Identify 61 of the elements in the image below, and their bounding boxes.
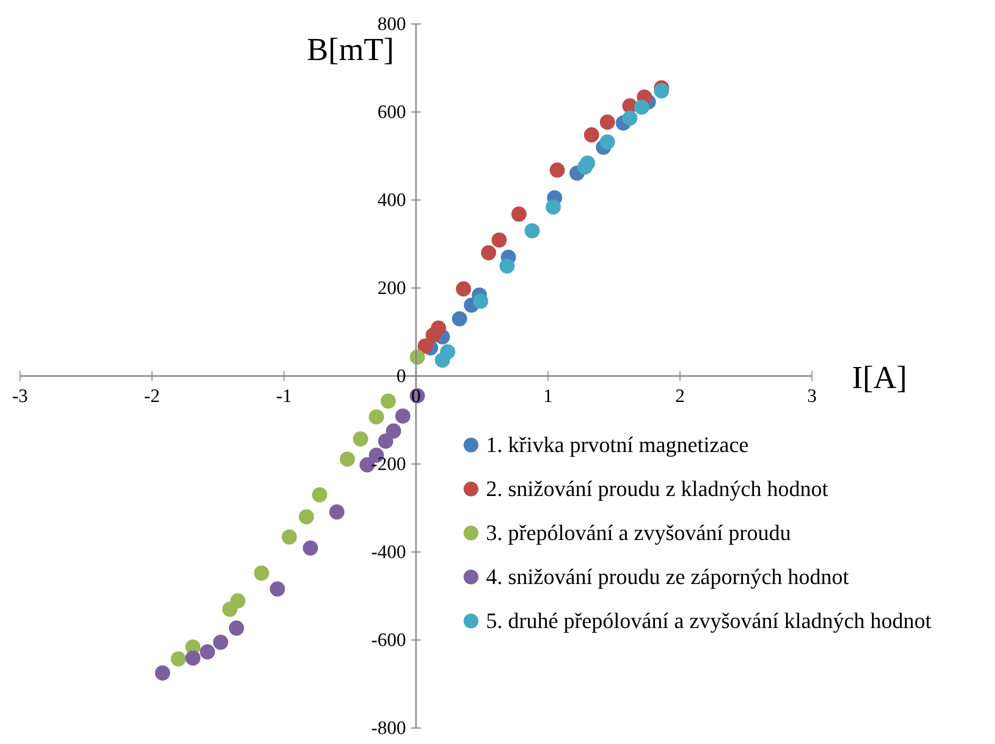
point (254, 566, 270, 581)
point (154, 665, 170, 681)
point (511, 206, 527, 222)
point (222, 602, 238, 617)
x-tick-label: 3 (807, 386, 817, 407)
point (386, 423, 402, 439)
point (302, 540, 318, 556)
y-tick-label: 400 (378, 190, 406, 211)
x-tick-label: -1 (276, 386, 292, 407)
y-tick-label: -400 (371, 542, 406, 563)
point (380, 394, 396, 409)
point (430, 320, 446, 336)
legend-label: 3. přepólování a zvyšování proudu (486, 520, 791, 545)
point (584, 127, 600, 142)
x-tick-label: 2 (675, 386, 685, 407)
point (418, 338, 433, 354)
point (550, 162, 565, 178)
y-tick-label: 600 (378, 102, 406, 123)
y-tick-label: -600 (371, 630, 406, 651)
point (600, 134, 615, 150)
point (456, 281, 472, 296)
x-tick-label: 1 (543, 386, 553, 407)
point (282, 529, 297, 545)
point (481, 245, 496, 260)
point (546, 199, 561, 215)
point (228, 620, 244, 636)
y-tick-label: -800 (371, 718, 406, 739)
x-tick-label: -3 (12, 386, 28, 407)
point (378, 434, 394, 449)
point (352, 431, 368, 446)
legend-label: 4. snižování proudu ze záporných hodnot (486, 564, 849, 589)
point (473, 294, 488, 309)
point (368, 409, 384, 424)
x-tick-label: 0 (411, 386, 421, 407)
legend-label: 5. druhé přepólování a zvyšování kladných hodnot (486, 608, 932, 633)
point (270, 581, 285, 597)
point (395, 408, 410, 424)
point (170, 651, 186, 666)
point (185, 650, 201, 666)
point (298, 509, 314, 524)
x-axis-title: I[A] (852, 359, 908, 395)
point (440, 344, 456, 360)
point (340, 452, 355, 467)
point (654, 83, 670, 98)
point (580, 155, 596, 171)
point (499, 258, 515, 274)
y-tick-label: 0 (396, 366, 406, 387)
point (634, 100, 650, 115)
legend-label: 2. snižování proudu z kladných hodnot (486, 476, 828, 501)
point (312, 487, 328, 502)
point (492, 232, 507, 248)
point (524, 223, 540, 238)
point (622, 110, 638, 126)
point (329, 504, 344, 520)
point (600, 114, 615, 130)
point (200, 644, 216, 660)
x-tick-label: -2 (144, 386, 160, 407)
point (452, 311, 468, 326)
point (213, 634, 228, 650)
legend-label: 1. křivka prvotní magnetizace (486, 432, 749, 457)
y-tick-label: 200 (378, 278, 406, 299)
